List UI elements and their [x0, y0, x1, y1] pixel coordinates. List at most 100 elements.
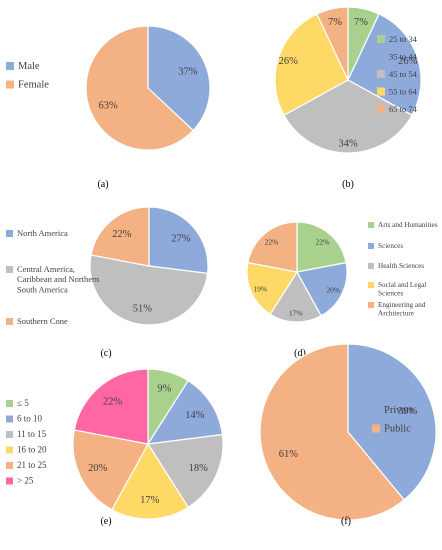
pie-slice-value-label: 7%: [328, 17, 342, 28]
legend-swatch: [377, 70, 385, 78]
pie-slice-value-label: 39%: [398, 406, 418, 417]
legend-swatch: [372, 424, 380, 433]
pie-slice: [148, 206, 209, 275]
pie-slice-value-label: 17%: [140, 495, 160, 506]
legend-label: 21 to 25: [17, 460, 47, 470]
pie-slice: [274, 13, 349, 116]
legend-swatch: [368, 282, 374, 288]
pie-slice: [111, 442, 190, 520]
legend-label: 55 to 64: [389, 87, 418, 97]
panel-caption: (c): [100, 348, 111, 359]
panel-caption: (e): [100, 516, 111, 527]
legend-label: North America: [17, 228, 68, 238]
legend-swatch: [6, 266, 13, 273]
legend-swatch: [6, 462, 13, 469]
pie-slice: [89, 254, 209, 326]
pie-slice-value-label: 7%: [354, 17, 368, 28]
pie-panel-4: 9% 14% 18% 17% 20% 22% ≤ 5 6 to 10 11 to 15 16 to…: [6, 368, 224, 527]
pie-slice-value-label: 27%: [171, 233, 191, 244]
legend-swatch: [368, 243, 374, 249]
pie-slice: [85, 25, 195, 151]
pie-slice: [90, 206, 150, 267]
pie-slice-value-label: 61%: [279, 449, 299, 460]
legend-swatch: [368, 222, 374, 228]
legend-label: 65 to 74: [389, 104, 418, 114]
legend-swatch: [6, 230, 13, 237]
pie-slice: [73, 368, 149, 445]
pie-panel-2: 27% 51% 22% North America Central America, Ca…: [6, 206, 209, 359]
pie-slice-value-label: 26%: [279, 56, 299, 67]
legend-swatch: [6, 400, 13, 407]
pie-slice: [296, 261, 348, 317]
pie-slice: [72, 429, 149, 511]
pie-panel-0: 37% 63% Male Female (a): [6, 25, 211, 190]
pie-slice-value-label: 20%: [88, 463, 108, 474]
legend-label: 45 to 54: [389, 69, 418, 79]
pie-slice: [247, 221, 298, 273]
pie-slice: [296, 221, 347, 273]
legend-swatch: [377, 87, 385, 96]
legend-swatch: [6, 415, 13, 423]
pie-slice-value-label: 26%: [398, 56, 418, 67]
pie-slice-value-label: 14%: [185, 410, 205, 421]
pie-slice-value-label: 20%: [326, 286, 340, 295]
pie-slice: [146, 433, 224, 509]
legend-label: 16 to 20: [17, 445, 47, 455]
pie-slice-value-label: 19%: [253, 284, 267, 293]
pie-slice-value-label: 34%: [338, 138, 358, 149]
legend-label: 35 to 44: [389, 52, 418, 62]
pie-panel-3: 22% 20% 17% 19% 22% Arts and Humanities Scienc…: [246, 221, 438, 359]
legend-swatch: [6, 446, 13, 454]
legend-swatch: [377, 35, 385, 43]
panel-caption: (a): [97, 179, 108, 190]
legend-swatch: [368, 263, 374, 269]
legend-label: ≤ 5: [17, 398, 29, 408]
legend-swatch: [6, 318, 13, 325]
pie-slice-value-label: 9%: [157, 383, 171, 394]
pie-slice-value-label: 17%: [289, 308, 303, 317]
pie-slice: [316, 6, 349, 81]
panel-caption: (d): [294, 348, 306, 359]
pie-panel-1: 7% 26% 34% 26% 7% 25 to 34 35 to 44 45 to 54 55 …: [274, 6, 422, 190]
legend-label: Central America, Caribbean and Northern So…: [17, 264, 100, 294]
pie-slice-value-label: 18%: [189, 463, 209, 474]
pie-slice: [259, 343, 405, 521]
legend-label: Engineering and Architecture: [378, 301, 426, 318]
legend-label: Sciences: [378, 242, 403, 250]
legend-label: Southern Cone: [17, 316, 68, 326]
pie-slice-value-label: 22%: [316, 238, 330, 247]
pie-slice: [347, 343, 437, 501]
pie-slice-value-label: 51%: [133, 303, 153, 314]
pie-slice: [246, 261, 298, 316]
legend-label: Female: [18, 80, 49, 91]
legend-swatch: [6, 62, 14, 70]
legend-swatch: [6, 431, 13, 438]
legend-label: 6 to 10: [17, 414, 43, 424]
legend-label: 11 to 15: [17, 429, 47, 439]
legend-label: 25 to 34: [389, 34, 418, 44]
legend-swatch: [372, 406, 380, 414]
legend-label: Health Sciences: [378, 262, 424, 270]
legend-label: Male: [18, 61, 40, 72]
panel-caption: (b): [342, 179, 354, 190]
panel-caption: (f): [341, 516, 351, 527]
legend-swatch: [377, 105, 385, 113]
pie-slice: [269, 270, 322, 323]
pie-slice: [147, 25, 211, 132]
legend-swatch: [377, 52, 385, 61]
legend-label: > 25: [17, 476, 34, 486]
pie-slice-value-label: 22%: [103, 397, 123, 408]
legend-label: Arts and Humanities: [378, 221, 438, 229]
legend-label: Private: [384, 405, 414, 416]
legend-label: Social and Legal Sciences: [378, 281, 426, 298]
pie-slice-value-label: 37%: [178, 66, 198, 77]
legend-label: Public: [384, 424, 411, 435]
legend-swatch: [368, 302, 374, 308]
pie-slice-value-label: 22%: [265, 238, 279, 247]
legend-swatch: [6, 477, 13, 485]
pie-slice: [146, 379, 224, 445]
pie-slice-value-label: 63%: [99, 101, 119, 112]
pie-panel-5: 39% 61% Private Public (f): [259, 343, 437, 527]
legend-swatch: [6, 80, 14, 89]
